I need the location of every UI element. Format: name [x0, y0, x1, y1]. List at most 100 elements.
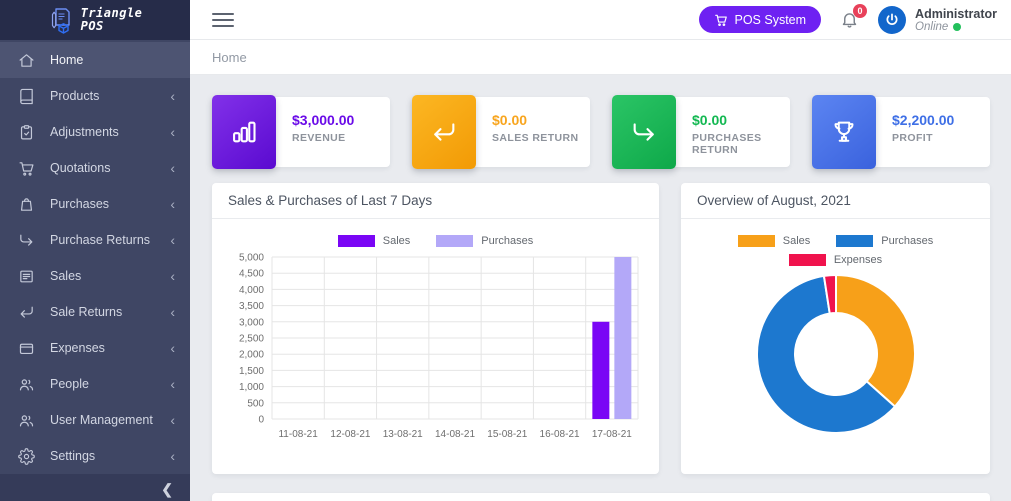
collapse-chevron-icon: ❮ — [161, 481, 173, 498]
breadcrumb-current[interactable]: Home — [212, 50, 247, 65]
sidebar-collapse-button[interactable]: ❮ — [0, 474, 190, 501]
chevron-left-icon: ‹ — [170, 233, 175, 247]
sidebar-item-label: Products — [50, 89, 170, 103]
revenue-card: $3,000.00 REVENUE — [212, 97, 390, 167]
sidebar-item-label: Purchases — [50, 197, 170, 211]
topbar: POS System 0 Administrator Online — [190, 0, 1011, 40]
revenue-label: REVENUE — [292, 132, 390, 144]
breadcrumb: Home — [190, 40, 1011, 75]
book-icon — [18, 88, 35, 105]
wallet-icon — [18, 340, 35, 357]
svg-text:4,000: 4,000 — [239, 285, 264, 296]
svg-text:1,500: 1,500 — [239, 366, 264, 377]
bar-chart: 5,0004,5004,0003,5003,0002,5002,0001,500… — [226, 249, 645, 454]
sidebar-item-user-management[interactable]: User Management ‹ — [0, 402, 190, 438]
gear-icon — [18, 448, 35, 465]
purchases-return-label: PURCHASES RETURN — [692, 132, 790, 156]
sidebar-item-people[interactable]: People ‹ — [0, 366, 190, 402]
trophy-icon — [812, 95, 876, 169]
sidebar-item-purchases[interactable]: Purchases ‹ — [0, 186, 190, 222]
bottom-card-partial — [212, 493, 990, 501]
sidebar-item-home[interactable]: Home — [0, 42, 190, 78]
sales-return-value: $0.00 — [492, 112, 590, 128]
donut-chart-legend: Sales Purchases Expenses — [711, 235, 961, 266]
sidebar-nav: Home Products ‹ Adjustments ‹ Quotations… — [0, 40, 190, 474]
donut-slice-sales[interactable] — [836, 275, 915, 407]
hamburger-menu-icon[interactable] — [212, 9, 234, 31]
legend-label: Expenses — [834, 254, 882, 266]
user-menu[interactable]: Administrator Online — [878, 6, 997, 34]
sidebar-item-adjustments[interactable]: Adjustments ‹ — [0, 114, 190, 150]
svg-text:3,000: 3,000 — [239, 317, 264, 328]
svg-text:500: 500 — [247, 398, 264, 409]
sidebar-item-sale-returns[interactable]: Sale Returns ‹ — [0, 294, 190, 330]
donut-chart — [736, 268, 936, 440]
legend-swatch — [836, 235, 873, 247]
bar-chart-legend: Sales Purchases — [338, 235, 534, 247]
svg-text:4,500: 4,500 — [239, 269, 264, 280]
chevron-left-icon: ‹ — [170, 269, 175, 283]
legend-item[interactable]: Expenses — [789, 254, 882, 266]
legend-item[interactable]: Sales — [338, 235, 411, 247]
chevron-left-icon: ‹ — [170, 125, 175, 139]
sidebar: Triangle POS Home Products ‹ Adjustments… — [0, 0, 190, 501]
notification-bell-icon[interactable]: 0 — [840, 10, 859, 29]
svg-text:2,500: 2,500 — [239, 334, 264, 345]
svg-text:15-08-21: 15-08-21 — [487, 429, 527, 440]
pos-system-button[interactable]: POS System — [699, 6, 822, 33]
pos-system-label: POS System — [735, 13, 807, 27]
svg-text:2,000: 2,000 — [239, 350, 264, 361]
power-avatar-icon — [878, 6, 906, 34]
svg-text:11-08-21: 11-08-21 — [278, 429, 318, 440]
brand-logo[interactable]: Triangle POS — [0, 0, 190, 40]
legend-swatch — [738, 235, 775, 247]
profit-label: PROFIT — [892, 132, 990, 144]
bar-chart-title: Sales & Purchases of Last 7 Days — [212, 183, 659, 219]
donut-chart-title: Overview of August, 2021 — [681, 183, 990, 219]
legend-label: Sales — [783, 235, 811, 247]
stat-cards-row: $3,000.00 REVENUE $0.00 SALES RETURN — [212, 97, 990, 167]
purchases-return-card: $0.00 PURCHASES RETURN — [612, 97, 790, 167]
user-status: Online — [915, 21, 997, 33]
revenue-value: $3,000.00 — [292, 112, 390, 128]
legend-item[interactable]: Sales — [738, 235, 811, 247]
chevron-left-icon: ‹ — [170, 197, 175, 211]
svg-text:5,000: 5,000 — [239, 253, 264, 264]
user-name: Administrator — [915, 7, 997, 21]
sidebar-item-purchase-returns[interactable]: Purchase Returns ‹ — [0, 222, 190, 258]
legend-item[interactable]: Purchases — [436, 235, 533, 247]
sales-purchases-chart-card: Sales & Purchases of Last 7 Days Sales Pu… — [212, 183, 659, 474]
legend-item[interactable]: Purchases — [836, 235, 933, 247]
sidebar-item-expenses[interactable]: Expenses ‹ — [0, 330, 190, 366]
sidebar-item-products[interactable]: Products ‹ — [0, 78, 190, 114]
svg-text:1,000: 1,000 — [239, 382, 264, 393]
sidebar-item-label: Sales — [50, 269, 170, 283]
svg-text:13-08-21: 13-08-21 — [383, 429, 423, 440]
chevron-left-icon: ‹ — [170, 89, 175, 103]
legend-label: Purchases — [881, 235, 933, 247]
main-area: POS System 0 Administrator Online — [190, 0, 1011, 501]
sidebar-item-sales[interactable]: Sales ‹ — [0, 258, 190, 294]
svg-text:0: 0 — [258, 415, 264, 426]
app-window: Triangle POS Home Products ‹ Adjustments… — [0, 0, 1011, 501]
return-right-arrow-icon — [612, 95, 676, 169]
legend-label: Sales — [383, 235, 411, 247]
chevron-left-icon: ‹ — [170, 413, 175, 427]
svg-text:12-08-21: 12-08-21 — [330, 429, 370, 440]
legend-swatch — [789, 254, 826, 266]
sidebar-item-label: User Management — [50, 413, 170, 427]
dashboard-content: $3,000.00 REVENUE $0.00 SALES RETURN — [190, 75, 1011, 501]
list-icon — [18, 268, 35, 285]
sidebar-item-label: Home — [50, 53, 175, 67]
notification-count-badge: 0 — [853, 4, 867, 18]
sidebar-item-quotations[interactable]: Quotations ‹ — [0, 150, 190, 186]
sidebar-item-label: People — [50, 377, 170, 391]
corner-down-right-arrow-icon — [18, 232, 35, 249]
online-status-dot — [953, 23, 961, 31]
brand-name: Triangle POS — [81, 7, 143, 33]
shopping-bag-icon — [18, 196, 35, 213]
overview-donut-card: Overview of August, 2021 Sales Purchases E… — [681, 183, 990, 474]
sidebar-item-settings[interactable]: Settings ‹ — [0, 438, 190, 474]
sidebar-item-label: Quotations — [50, 161, 170, 175]
triangle-pos-logo-icon — [48, 6, 74, 34]
